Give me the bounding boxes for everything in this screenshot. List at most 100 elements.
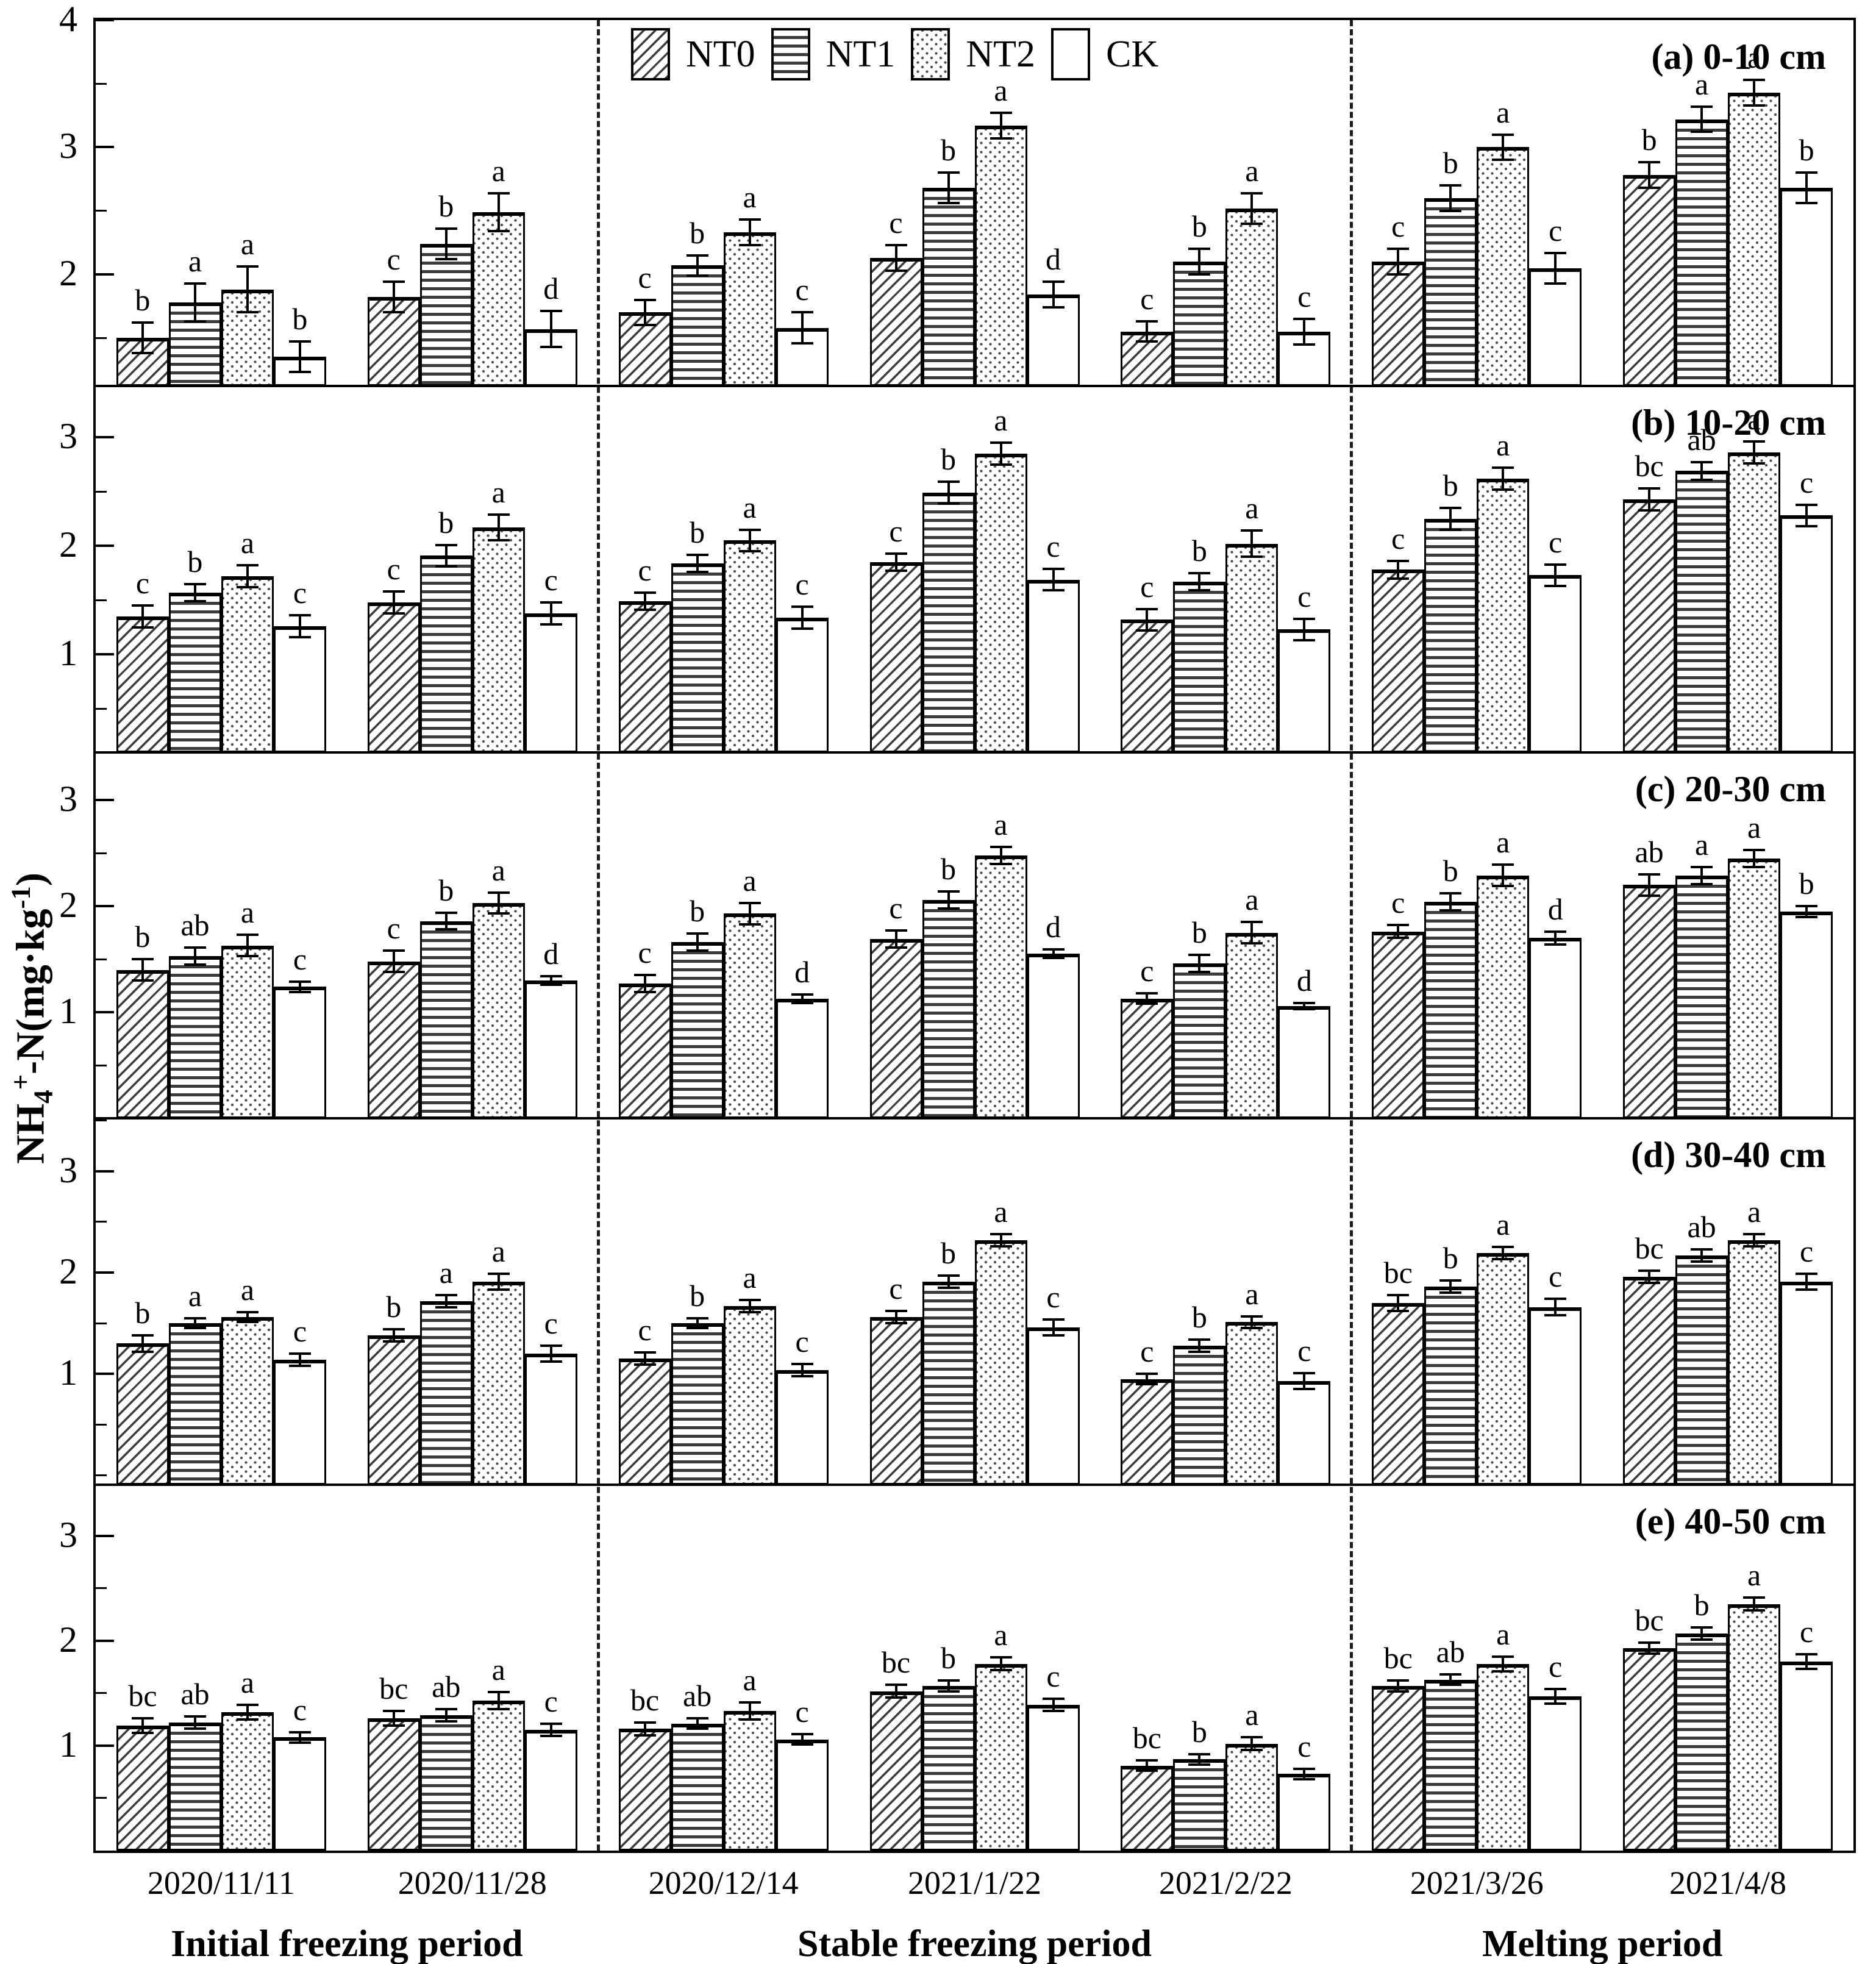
error-bar — [1146, 1374, 1149, 1384]
significance-letter: c — [293, 1314, 307, 1349]
significance-letter: d — [1046, 242, 1061, 277]
error-bar-top-cap — [1241, 529, 1263, 532]
error-bar — [141, 323, 144, 354]
error-bar-bottom-cap — [540, 1735, 562, 1738]
bar-NT1 — [922, 492, 975, 752]
error-bar-bottom-cap — [288, 1365, 311, 1367]
error-bar-top-cap — [236, 1703, 259, 1706]
error-bar-top-cap — [885, 929, 907, 932]
error-bar-top-cap — [1293, 617, 1316, 620]
error-bar-bottom-cap — [1241, 942, 1263, 945]
error-bar — [193, 283, 196, 322]
x-axis-date-label: 2020/11/28 — [398, 1865, 547, 1901]
y-axis-major-tick — [96, 545, 114, 548]
error-bar — [1700, 462, 1703, 480]
error-bar — [1502, 468, 1505, 490]
error-bar-top-cap — [236, 1310, 259, 1313]
bar-NT0 — [1623, 175, 1676, 387]
significance-letter: c — [1297, 1333, 1311, 1368]
bar-CK — [1027, 954, 1080, 1119]
significance-letter: ab — [1635, 834, 1664, 869]
error-bar-bottom-cap — [1293, 1007, 1316, 1010]
error-bar-top-cap — [1188, 1752, 1211, 1755]
significance-letter: c — [1799, 465, 1814, 499]
significance-letter: a — [1496, 428, 1510, 463]
error-bar-bottom-cap — [990, 1244, 1012, 1248]
bar-NT0 — [1623, 885, 1676, 1119]
error-bar — [1250, 530, 1254, 557]
error-bar-bottom-cap — [1638, 1281, 1661, 1284]
significance-letter: a — [994, 807, 1008, 841]
error-bar-bottom-cap — [686, 1327, 708, 1330]
bar-NT1 — [419, 1715, 473, 1851]
bar-CK — [524, 980, 577, 1119]
error-bar-bottom-cap — [1241, 1327, 1263, 1330]
error-bar-top-cap — [633, 298, 656, 301]
significance-letter: c — [1140, 282, 1154, 316]
error-bar-top-cap — [487, 191, 510, 195]
x-axis-date-label: 2021/3/26 — [1410, 1865, 1544, 1901]
significance-letter: b — [690, 1278, 705, 1313]
error-bar-top-cap — [1544, 563, 1567, 566]
error-bar — [1805, 173, 1808, 204]
error-bar-top-cap — [1743, 440, 1766, 443]
error-bar-bottom-cap — [382, 971, 405, 974]
error-bar-bottom-cap — [435, 928, 457, 931]
error-bar — [1554, 931, 1557, 945]
significance-letter: a — [743, 1260, 757, 1294]
error-bar-bottom-cap — [1188, 1350, 1211, 1353]
error-bar — [193, 1716, 196, 1729]
error-bar-top-cap — [1293, 1001, 1316, 1004]
error-bar-bottom-cap — [236, 1321, 259, 1324]
error-bar-top-cap — [1691, 1248, 1713, 1251]
error-bar-top-cap — [1492, 133, 1514, 136]
bar-NT0 — [1121, 998, 1174, 1119]
error-bar-top-cap — [686, 1717, 708, 1720]
error-bar-top-cap — [540, 310, 562, 313]
significance-letter: c — [889, 1271, 903, 1306]
legend-label-NT0: NT0 — [686, 34, 755, 75]
error-bar-bottom-cap — [686, 571, 708, 574]
error-bar — [643, 1723, 646, 1735]
error-bar-bottom-cap — [1439, 528, 1462, 531]
error-bar-bottom-cap — [1691, 882, 1713, 885]
significance-letter: a — [743, 490, 757, 524]
significance-letter: a — [491, 852, 505, 887]
error-bar — [1648, 1270, 1651, 1283]
plot-border — [93, 18, 1856, 1853]
error-bar — [193, 1318, 196, 1329]
y-axis-major-tick — [96, 19, 114, 21]
error-bar — [1753, 1234, 1756, 1246]
panel-depth-label: (b) 10-20 cm — [1631, 402, 1826, 443]
error-bar — [141, 959, 144, 980]
error-bar-bottom-cap — [1241, 555, 1263, 559]
error-bar — [1052, 1698, 1055, 1712]
significance-letter: c — [889, 891, 903, 926]
error-bar-bottom-cap — [184, 600, 206, 603]
y-axis-major-tick — [96, 146, 114, 149]
error-bar — [643, 975, 646, 993]
bar-NT0 — [116, 616, 169, 752]
error-bar-top-cap — [435, 543, 457, 546]
error-bar-bottom-cap — [937, 502, 960, 505]
y-axis-minor-tick — [96, 82, 107, 85]
error-bar — [1303, 1373, 1306, 1390]
error-bar-bottom-cap — [791, 1743, 813, 1746]
error-bar-top-cap — [184, 282, 206, 285]
significance-letter: b — [386, 1290, 402, 1324]
error-bar-top-cap — [1293, 1371, 1316, 1374]
error-bar-top-cap — [1136, 607, 1158, 610]
error-bar — [1052, 949, 1055, 959]
error-bar — [1146, 609, 1149, 631]
error-bar — [1146, 993, 1149, 1004]
error-bar-top-cap — [487, 513, 510, 516]
error-bar-top-cap — [131, 1334, 154, 1337]
error-bar-top-cap — [885, 243, 907, 246]
significance-letter: b — [941, 1235, 956, 1270]
significance-letter: a — [743, 1663, 757, 1698]
error-bar-bottom-cap — [1691, 478, 1713, 481]
error-bar-bottom-cap — [1387, 937, 1410, 940]
error-bar-top-cap — [1241, 191, 1263, 195]
error-bar — [1502, 1656, 1505, 1671]
y-axis-major-tick — [96, 436, 114, 439]
